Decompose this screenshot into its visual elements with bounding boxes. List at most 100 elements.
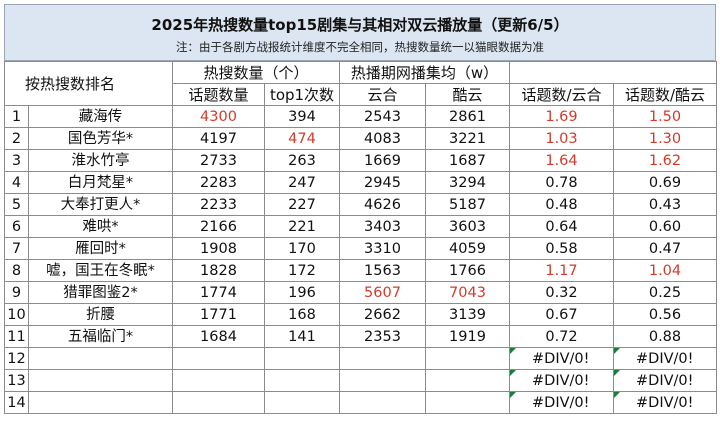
cell-ratio-kuyun[interactable]: 0.88: [613, 325, 717, 348]
header-yunhe[interactable]: 云合: [339, 83, 426, 106]
cell-kuyun[interactable]: 3294: [425, 171, 510, 194]
cell-drama-name[interactable]: 淮水竹亭: [28, 149, 173, 172]
cell-ratio-yunhe[interactable]: 1.64: [509, 149, 614, 172]
cell-top1-count[interactable]: 263: [264, 149, 340, 172]
cell-ratio-kuyun[interactable]: #DIV/0!: [613, 369, 717, 392]
cell-topic-count[interactable]: 2733: [172, 149, 265, 172]
cell-drama-name[interactable]: [28, 369, 173, 392]
cell-ratio-kuyun[interactable]: 0.47: [613, 237, 717, 260]
cell-topic-count[interactable]: 2283: [172, 171, 265, 194]
cell-ratio-kuyun[interactable]: 0.69: [613, 171, 717, 194]
cell-rank-number[interactable]: 8: [4, 259, 29, 282]
cell-topic-count[interactable]: 4197: [172, 127, 265, 150]
cell-top1-count[interactable]: 247: [264, 171, 340, 194]
cell-yunhe[interactable]: 2353: [339, 325, 426, 348]
cell-yunhe[interactable]: 2662: [339, 303, 426, 326]
cell-drama-name[interactable]: [28, 391, 173, 414]
cell-kuyun[interactable]: 5187: [425, 193, 510, 216]
cell-rank-number[interactable]: 4: [4, 171, 29, 194]
cell-yunhe[interactable]: 2543: [339, 105, 426, 128]
cell-top1-count[interactable]: 196: [264, 281, 340, 304]
cell-rank-number[interactable]: 5: [4, 193, 29, 216]
cell-topic-count[interactable]: 4300: [172, 105, 265, 128]
cell-top1-count[interactable]: [264, 347, 340, 370]
cell-ratio-kuyun[interactable]: 1.50: [613, 105, 717, 128]
cell-kuyun[interactable]: 4059: [425, 237, 510, 260]
cell-topic-count[interactable]: 1684: [172, 325, 265, 348]
cell-ratio-yunhe[interactable]: 1.03: [509, 127, 614, 150]
cell-yunhe[interactable]: 4083: [339, 127, 426, 150]
cell-rank-number[interactable]: 7: [4, 237, 29, 260]
cell-yunhe[interactable]: 5607: [339, 281, 426, 304]
header-hot-search-group[interactable]: 热搜数量（个）: [172, 61, 340, 84]
cell-rank-number[interactable]: 1: [4, 105, 29, 128]
cell-drama-name[interactable]: 雁回时*: [28, 237, 173, 260]
cell-topic-count[interactable]: 2166: [172, 215, 265, 238]
cell-topic-count[interactable]: [172, 369, 265, 392]
cell-top1-count[interactable]: 172: [264, 259, 340, 282]
cell-top1-count[interactable]: 168: [264, 303, 340, 326]
header-ratio-group[interactable]: [509, 61, 717, 84]
cell-kuyun[interactable]: 1687: [425, 149, 510, 172]
cell-drama-name[interactable]: 折腰: [28, 303, 173, 326]
cell-ratio-kuyun[interactable]: 1.04: [613, 259, 717, 282]
cell-ratio-yunhe[interactable]: 1.17: [509, 259, 614, 282]
cell-kuyun[interactable]: [425, 347, 510, 370]
cell-rank-number[interactable]: 2: [4, 127, 29, 150]
cell-ratio-kuyun[interactable]: #DIV/0!: [613, 391, 717, 414]
cell-topic-count[interactable]: 1828: [172, 259, 265, 282]
cell-yunhe[interactable]: [339, 391, 426, 414]
cell-ratio-yunhe[interactable]: #DIV/0!: [509, 369, 614, 392]
cell-ratio-kuyun[interactable]: 0.25: [613, 281, 717, 304]
cell-ratio-yunhe[interactable]: 0.48: [509, 193, 614, 216]
cell-rank-number[interactable]: 11: [4, 325, 29, 348]
cell-drama-name[interactable]: 大奉打更人*: [28, 193, 173, 216]
cell-drama-name[interactable]: 五福临门*: [28, 325, 173, 348]
cell-yunhe[interactable]: 3310: [339, 237, 426, 260]
header-ratio-kuyun[interactable]: 话题数/酷云: [613, 83, 717, 106]
cell-kuyun[interactable]: 2861: [425, 105, 510, 128]
cell-drama-name[interactable]: 猎罪图鉴2*: [28, 281, 173, 304]
cell-drama-name[interactable]: 藏海传: [28, 105, 173, 128]
cell-ratio-kuyun[interactable]: 0.60: [613, 215, 717, 238]
cell-drama-name[interactable]: [28, 347, 173, 370]
cell-rank-number[interactable]: 3: [4, 149, 29, 172]
cell-yunhe[interactable]: 1563: [339, 259, 426, 282]
cell-ratio-kuyun[interactable]: #DIV/0!: [613, 347, 717, 370]
cell-ratio-yunhe[interactable]: 0.32: [509, 281, 614, 304]
cell-topic-count[interactable]: [172, 347, 265, 370]
header-topic-count[interactable]: 话题数量: [172, 83, 265, 106]
header-top1-count[interactable]: top1次数: [264, 83, 340, 106]
cell-ratio-kuyun[interactable]: 1.30: [613, 127, 717, 150]
header-ratio-yunhe[interactable]: 话题数/云合: [509, 83, 614, 106]
cell-topic-count[interactable]: 1774: [172, 281, 265, 304]
cell-ratio-yunhe[interactable]: 0.64: [509, 215, 614, 238]
cell-top1-count[interactable]: [264, 369, 340, 392]
cell-rank-number[interactable]: 9: [4, 281, 29, 304]
cell-ratio-yunhe[interactable]: 0.58: [509, 237, 614, 260]
cell-kuyun[interactable]: [425, 391, 510, 414]
cell-rank-number[interactable]: 10: [4, 303, 29, 326]
cell-kuyun[interactable]: 3603: [425, 215, 510, 238]
cell-drama-name[interactable]: 国色芳华*: [28, 127, 173, 150]
cell-ratio-kuyun[interactable]: 0.56: [613, 303, 717, 326]
cell-yunhe[interactable]: 3403: [339, 215, 426, 238]
cell-topic-count[interactable]: 1908: [172, 237, 265, 260]
cell-kuyun[interactable]: 1766: [425, 259, 510, 282]
cell-ratio-yunhe[interactable]: 0.78: [509, 171, 614, 194]
cell-yunhe[interactable]: 4626: [339, 193, 426, 216]
cell-drama-name[interactable]: 嘘，国王在冬眠*: [28, 259, 173, 282]
cell-rank-number[interactable]: 6: [4, 215, 29, 238]
cell-rank-number[interactable]: 13: [4, 369, 29, 392]
cell-yunhe[interactable]: [339, 369, 426, 392]
cell-ratio-kuyun[interactable]: 0.43: [613, 193, 717, 216]
cell-kuyun[interactable]: 1919: [425, 325, 510, 348]
cell-topic-count[interactable]: [172, 391, 265, 414]
cell-kuyun[interactable]: [425, 369, 510, 392]
cell-top1-count[interactable]: 474: [264, 127, 340, 150]
cell-kuyun[interactable]: 3221: [425, 127, 510, 150]
cell-ratio-yunhe[interactable]: #DIV/0!: [509, 391, 614, 414]
cell-ratio-kuyun[interactable]: 1.62: [613, 149, 717, 172]
cell-yunhe[interactable]: 1669: [339, 149, 426, 172]
cell-topic-count[interactable]: 2233: [172, 193, 265, 216]
